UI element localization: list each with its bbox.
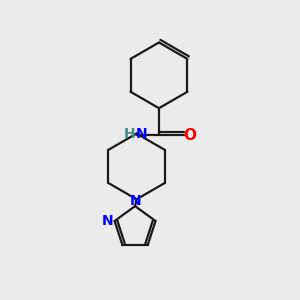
Text: N: N [136,128,148,142]
Text: N: N [130,194,142,208]
Text: N: N [102,214,114,228]
Text: O: O [184,128,196,142]
Text: H: H [123,128,135,142]
